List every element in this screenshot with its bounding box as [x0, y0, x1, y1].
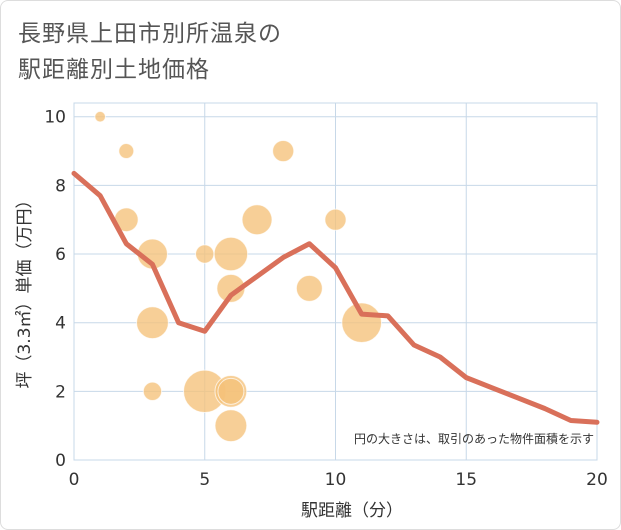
- x-tick-label: 15: [455, 470, 477, 490]
- data-bubble: [272, 139, 295, 163]
- y-tick-label: 10: [44, 108, 66, 128]
- data-bubble: [324, 208, 347, 231]
- data-bubble: [216, 273, 246, 303]
- chart-title-line1: 長野県上田市別所温泉の: [18, 21, 282, 47]
- y-tick-label: 0: [55, 451, 66, 471]
- data-bubble: [195, 244, 215, 264]
- grid: [73, 102, 598, 461]
- data-bubble: [217, 377, 245, 405]
- data-bubble: [142, 381, 163, 402]
- line-layer: [71, 170, 600, 425]
- x-axis-label: 駅距離（分）: [301, 501, 403, 521]
- chart-title-line2: 駅距離別土地価格: [18, 57, 210, 83]
- y-axis-label: 坪（3.3㎡）単価（万円）: [15, 191, 35, 388]
- data-bubble: [341, 302, 382, 344]
- y-tick-label: 4: [55, 314, 66, 334]
- y-tick-label: 6: [55, 245, 66, 265]
- data-bubble: [118, 143, 135, 160]
- data-bubble: [94, 110, 106, 123]
- x-tick-label: 0: [69, 470, 80, 490]
- tick-labels: 0 5 10 15 20 0 2 4 6 8 10: [44, 108, 607, 490]
- x-tick-label: 20: [586, 470, 608, 490]
- y-tick-label: 8: [55, 176, 66, 196]
- data-bubble: [241, 204, 273, 236]
- price-trend-line: [71, 170, 600, 425]
- data-bubble: [136, 306, 169, 340]
- x-tick-label: 5: [199, 470, 210, 490]
- x-tick-label: 10: [325, 470, 347, 490]
- data-bubble: [214, 409, 248, 443]
- size-note: 円の大きさは、取引のあった物件面積を示す: [354, 431, 594, 446]
- y-tick-label: 2: [55, 382, 66, 402]
- data-bubble: [295, 274, 323, 302]
- data-bubble: [213, 236, 249, 272]
